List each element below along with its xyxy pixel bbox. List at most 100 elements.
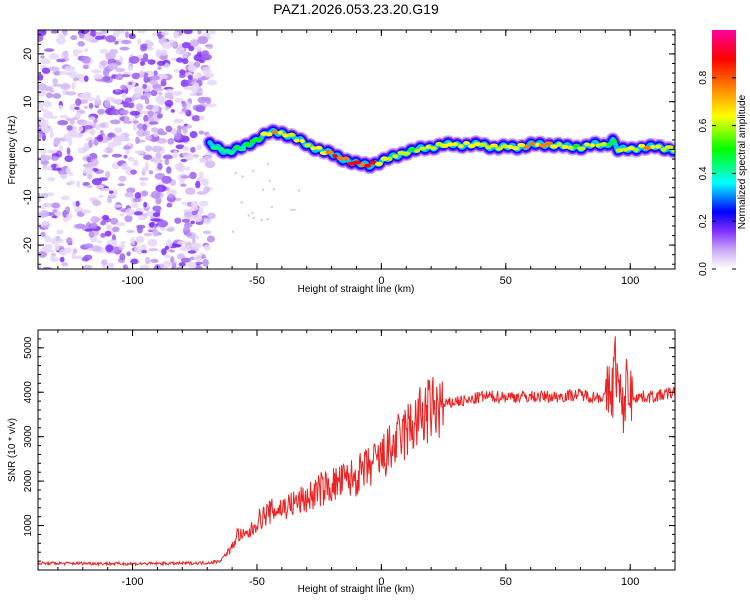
- noise-blob: [105, 35, 117, 43]
- noise-blob: [91, 245, 102, 252]
- noise-blob: [112, 30, 120, 38]
- noise-blob: [102, 214, 109, 221]
- noise-blob: [99, 122, 106, 128]
- noise-blob: [189, 92, 197, 97]
- noise-blob: [75, 200, 80, 207]
- noise-blob: [182, 58, 189, 65]
- x-tick-label: -50: [249, 576, 265, 588]
- ridge-peak: [425, 144, 432, 149]
- noise-speck: [290, 208, 293, 212]
- noise-blob: [42, 111, 54, 119]
- noise-blob: [123, 154, 128, 159]
- noise-blob: [72, 48, 79, 57]
- noise-speck: [240, 201, 243, 204]
- ridge-peak: [517, 142, 526, 147]
- ridge-peak: [595, 143, 601, 148]
- noise-blob: [82, 163, 93, 168]
- noise-blob: [41, 166, 53, 171]
- noise-blob: [182, 126, 188, 135]
- noise-blob: [197, 30, 202, 35]
- noise-blob: [38, 90, 47, 97]
- noise-blob: [94, 98, 102, 107]
- noise-speck: [266, 218, 269, 221]
- noise-blob: [150, 190, 161, 199]
- noise-blob: [41, 67, 51, 74]
- noise-blob: [194, 235, 199, 239]
- noise-blob: [90, 222, 98, 229]
- noise-blob: [88, 231, 95, 238]
- ridge-peak: [643, 146, 652, 151]
- noise-blob: [84, 228, 93, 232]
- noise-blob: [74, 133, 84, 139]
- noise-blob: [83, 264, 93, 269]
- noise-blob: [52, 78, 58, 85]
- noise-blob: [201, 50, 209, 57]
- noise-blob: [75, 98, 82, 107]
- noise-blob: [109, 119, 121, 125]
- ridge-peak: [452, 142, 459, 147]
- noise-blob: [183, 30, 193, 35]
- noise-blob: [38, 73, 44, 81]
- colorbar-tick-label: 0.8: [698, 70, 709, 84]
- noise-blob: [166, 202, 173, 208]
- noise-blob: [120, 133, 126, 138]
- noise-blob: [175, 144, 185, 150]
- noise-speck: [231, 230, 235, 233]
- noise-blob: [87, 174, 92, 180]
- ridge-peak: [271, 130, 278, 134]
- noise-blob: [127, 65, 134, 71]
- noise-blob: [125, 208, 135, 216]
- ridge-peak: [380, 156, 389, 161]
- noise-blob: [114, 127, 123, 134]
- ridge-peak: [392, 154, 399, 159]
- noise-blob: [70, 35, 78, 41]
- noise-blob: [59, 114, 69, 119]
- noise-blob: [42, 100, 52, 107]
- noise-blob: [195, 105, 206, 113]
- ridge-peak: [489, 143, 498, 148]
- ridge-peak: [500, 144, 509, 149]
- noise-blob: [82, 167, 94, 176]
- ridge-peak: [523, 145, 530, 150]
- noise-blob: [38, 250, 47, 258]
- noise-blob: [118, 244, 126, 248]
- noise-blob: [49, 131, 54, 139]
- noise-blob: [130, 258, 139, 265]
- x-tick-label: -100: [122, 576, 144, 588]
- noise-blob: [128, 81, 133, 86]
- colorbar-tick-label: 0.2: [698, 214, 709, 228]
- ridge-peak: [650, 145, 656, 149]
- noise-blob: [198, 206, 204, 215]
- noise-blob: [130, 236, 135, 245]
- noise-blob: [148, 170, 154, 175]
- noise-blob: [50, 30, 59, 34]
- ridge-peak: [573, 143, 579, 148]
- ridge-peak: [458, 144, 464, 149]
- noise-blob: [148, 248, 159, 252]
- noise-blob: [140, 243, 147, 251]
- noise-blob: [105, 52, 111, 57]
- noise-blob: [131, 202, 139, 209]
- noise-blob: [59, 145, 64, 151]
- noise-blob: [114, 40, 119, 45]
- noise-blob: [110, 108, 120, 116]
- noise-blob: [59, 256, 65, 263]
- noise-blob: [72, 248, 78, 254]
- noise-speck: [272, 188, 275, 191]
- noise-blob: [172, 150, 179, 159]
- noise-speck: [297, 189, 301, 192]
- noise-blob: [74, 106, 80, 110]
- noise-blob: [155, 184, 167, 193]
- noise-blob: [139, 70, 145, 77]
- noise-blob: [122, 92, 127, 99]
- noise-blob: [193, 254, 202, 262]
- noise-blob: [178, 262, 186, 267]
- noise-blob: [164, 158, 170, 166]
- noise-blob: [154, 88, 164, 92]
- noise-blob: [185, 166, 191, 171]
- noise-blob: [153, 158, 163, 165]
- noise-blob: [168, 249, 175, 253]
- noise-blob: [100, 220, 106, 226]
- noise-blob: [124, 115, 130, 123]
